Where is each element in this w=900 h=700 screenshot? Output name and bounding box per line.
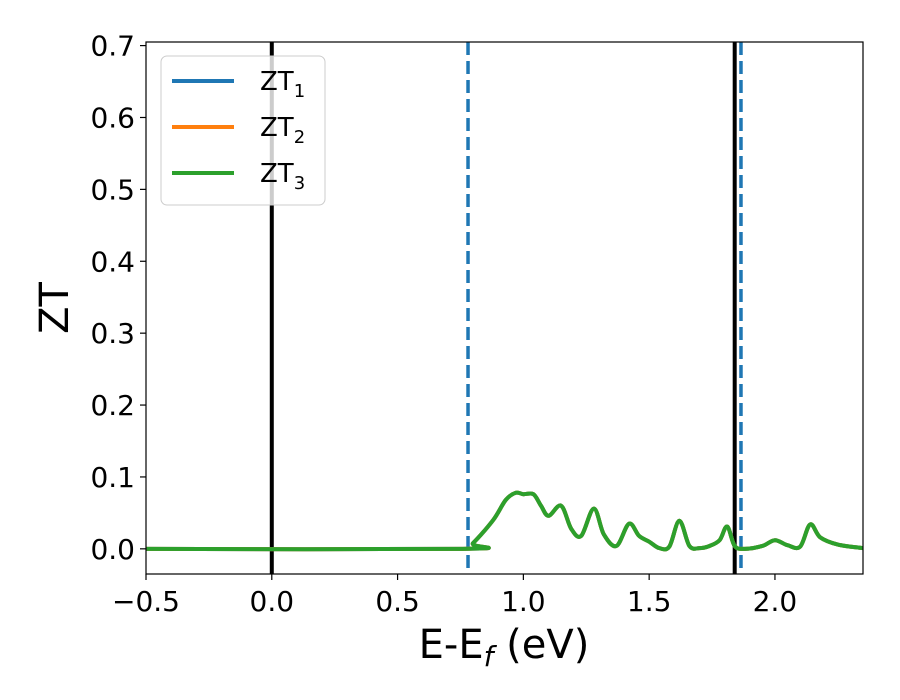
legend-label-zt3: ZT3 [260, 159, 305, 194]
x-tick-label: 2.0 [753, 585, 798, 618]
x-axis-label-main: E-E [419, 622, 484, 668]
legend: ZT1 ZT2 ZT3 [160, 55, 326, 206]
y-tick-label: 0.0 [90, 533, 135, 566]
x-axis-label-unit: (eV) [493, 622, 589, 668]
plot-frame [145, 41, 864, 575]
x-axis-label: E-Ef (eV) [419, 622, 590, 673]
y-tick-label: 0.7 [90, 30, 135, 63]
y-axis-label: ZT [32, 282, 78, 334]
y-tick-label: 0.4 [90, 245, 135, 278]
x-tick-label: 1.5 [627, 585, 672, 618]
x-tick-label: 0.0 [250, 585, 295, 618]
y-tick-label: 0.5 [90, 173, 135, 206]
legend-label-zt1: ZT1 [260, 67, 305, 102]
y-tick-label: 0.1 [90, 461, 135, 494]
legend-label-zt2: ZT2 [260, 113, 305, 148]
y-tick-label: 0.3 [90, 317, 135, 350]
x-tick-label: 0.5 [375, 585, 420, 618]
series-line-zt3 [146, 490, 863, 552]
y-tick-label: 0.6 [90, 101, 135, 134]
legend-box [160, 55, 326, 206]
y-tick-label: 0.2 [90, 389, 135, 422]
x-tick-label: 1.0 [501, 585, 546, 618]
x-tick-label: −0.5 [112, 585, 180, 618]
